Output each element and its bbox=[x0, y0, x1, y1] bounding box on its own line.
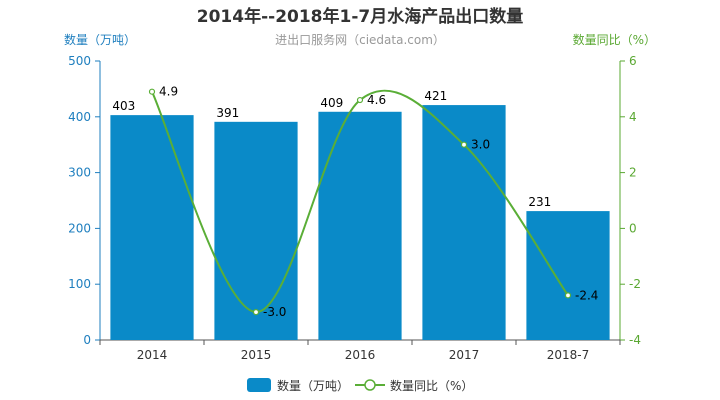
bar-value-label: 231 bbox=[528, 195, 551, 209]
legend-bar-label: 数量（万吨） bbox=[277, 378, 349, 393]
x-axis-tick-label: 2017 bbox=[449, 348, 480, 362]
y-axis-left-tick-label: 100 bbox=[68, 277, 91, 291]
y-axis-left-label: 数量（万吨） bbox=[64, 32, 136, 47]
y-axis-right-tick-label: -2 bbox=[629, 277, 641, 291]
bar bbox=[318, 111, 402, 340]
bar bbox=[110, 115, 194, 340]
legend-bar-swatch[interactable] bbox=[247, 378, 271, 392]
line-value-label: -3.0 bbox=[263, 305, 286, 319]
x-axis-tick-label: 2015 bbox=[241, 348, 272, 362]
data-labels: 403 391 409 421 231 4.9 -3.0 4.6 3.0 -2.4 bbox=[112, 85, 598, 319]
legend-line-label: 数量同比（%） bbox=[390, 378, 473, 393]
y-axis-left-tick-label: 300 bbox=[68, 166, 91, 180]
line-value-label: 4.6 bbox=[367, 93, 386, 107]
y-axis-left-tick-label: 400 bbox=[68, 110, 91, 124]
chart-subtitle: 进出口服务网（ciedata.com） bbox=[275, 32, 445, 47]
y-axis-left-tick-label: 200 bbox=[68, 221, 91, 235]
bar-value-label: 391 bbox=[216, 106, 239, 120]
line-point bbox=[252, 309, 260, 316]
bar-value-label: 421 bbox=[424, 89, 447, 103]
bar bbox=[422, 105, 506, 340]
y-axis-right-tick-label: 4 bbox=[629, 110, 637, 124]
series-line bbox=[151, 89, 569, 314]
line-point bbox=[148, 88, 156, 95]
y-axis-right-tick-label: 6 bbox=[629, 54, 637, 68]
x-axis-tick-label: 2018-7 bbox=[547, 348, 590, 362]
y-axis-right-tick-label: 2 bbox=[629, 166, 637, 180]
y-axis-left-tick-label: 500 bbox=[68, 54, 91, 68]
line-point bbox=[564, 292, 572, 299]
x-axis-tick-label: 2014 bbox=[137, 348, 168, 362]
legend: 数量（万吨） 数量同比（%） bbox=[247, 378, 473, 393]
line-value-label: -2.4 bbox=[575, 288, 598, 302]
bar-value-label: 403 bbox=[112, 99, 135, 113]
line-value-label: 4.9 bbox=[159, 85, 178, 99]
bar bbox=[214, 121, 298, 341]
y-axis-right-tick-label: -4 bbox=[629, 333, 641, 347]
bar-series bbox=[110, 105, 610, 341]
bar bbox=[526, 211, 610, 340]
legend-line-marker bbox=[364, 379, 376, 391]
line-point bbox=[460, 141, 468, 148]
y-axis-right-label: 数量同比（%） bbox=[573, 32, 656, 47]
line-point bbox=[356, 96, 364, 104]
y-axis-right-tick-label: 0 bbox=[629, 221, 637, 235]
line-value-label: 3.0 bbox=[471, 138, 490, 152]
x-axis-tick-label: 2016 bbox=[345, 348, 376, 362]
bar-value-label: 409 bbox=[320, 96, 343, 110]
line-series bbox=[148, 88, 572, 316]
chart-title: 2014年--2018年1-7月水海产品出口数量 bbox=[197, 6, 523, 27]
y-axis-left-tick-label: 0 bbox=[83, 333, 91, 347]
